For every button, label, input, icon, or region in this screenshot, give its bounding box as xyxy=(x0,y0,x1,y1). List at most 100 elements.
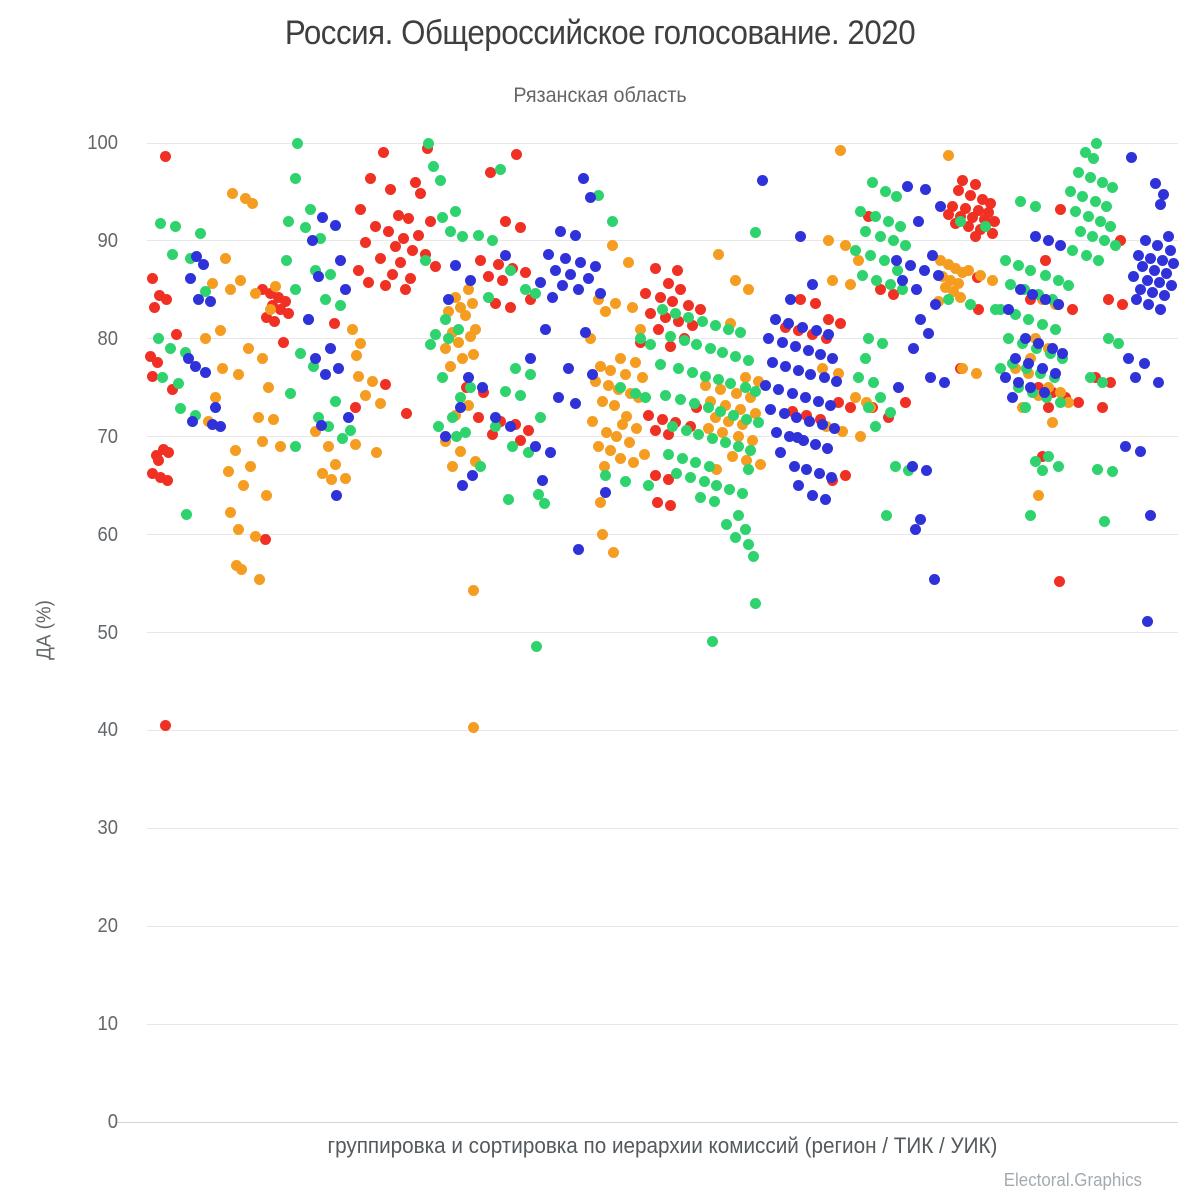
data-point-blue xyxy=(536,475,548,487)
data-point-red xyxy=(682,300,694,311)
data-point-orange xyxy=(949,262,961,274)
data-point-green xyxy=(1036,318,1048,330)
data-point-red xyxy=(146,468,158,480)
data-point-orange xyxy=(439,343,451,355)
data-point-green xyxy=(712,374,724,386)
data-point-green xyxy=(856,269,868,281)
data-point-green xyxy=(882,215,894,227)
data-point-green xyxy=(869,421,881,433)
data-point-red xyxy=(484,166,496,178)
data-point-blue xyxy=(782,317,794,329)
data-point-blue xyxy=(774,446,786,458)
data-point-orange xyxy=(852,254,864,266)
data-point-red xyxy=(504,301,516,313)
chart-subtitle: Рязанская область xyxy=(513,84,687,107)
data-point-green xyxy=(309,264,321,276)
data-point-red xyxy=(496,274,508,286)
data-point-red xyxy=(649,425,661,437)
data-point-red xyxy=(256,284,268,296)
data-point-green xyxy=(1064,186,1076,198)
data-point-orange xyxy=(986,274,998,286)
data-point-green xyxy=(280,254,292,266)
data-point-red xyxy=(649,262,661,274)
data-point-blue xyxy=(586,368,598,380)
data-point-blue xyxy=(489,411,501,423)
data-point-green xyxy=(894,220,906,232)
data-point-orange xyxy=(466,298,478,310)
x-axis-line xyxy=(117,1121,1178,1123)
data-point-orange xyxy=(256,436,268,448)
data-point-orange xyxy=(610,431,622,443)
data-point-green xyxy=(688,397,700,409)
data-point-orange xyxy=(849,392,861,404)
data-point-green xyxy=(734,327,746,339)
data-point-green xyxy=(436,372,448,384)
data-point-orange xyxy=(467,584,479,596)
data-point-orange xyxy=(596,395,608,407)
data-point-blue xyxy=(302,313,314,325)
data-point-red xyxy=(362,276,374,288)
data-point-green xyxy=(684,472,696,484)
data-point-blue xyxy=(197,258,209,270)
data-point-orange xyxy=(719,399,731,411)
data-point-red xyxy=(268,315,280,327)
data-point-orange xyxy=(267,413,279,425)
data-point-orange xyxy=(712,249,724,261)
data-point-blue xyxy=(790,411,802,423)
x-axis-label: группировка и сортировка по иерархии ком… xyxy=(327,1133,998,1158)
data-point-orange xyxy=(839,240,851,252)
data-point-green xyxy=(854,206,866,218)
data-point-blue xyxy=(928,574,940,586)
data-point-orange xyxy=(462,284,474,296)
data-point-orange xyxy=(206,278,218,290)
data-point-blue xyxy=(778,407,790,419)
data-point-blue xyxy=(1046,343,1058,355)
data-point-orange xyxy=(199,333,211,345)
y-tick-label: 80 xyxy=(97,327,118,350)
data-point-green xyxy=(964,299,976,311)
data-point-orange xyxy=(956,362,968,374)
data-point-green xyxy=(752,417,764,429)
data-point-blue xyxy=(907,343,919,355)
data-point-red xyxy=(272,292,284,304)
data-point-red xyxy=(899,396,911,408)
data-point-blue xyxy=(464,274,476,286)
data-point-orange xyxy=(854,431,866,443)
data-point-blue xyxy=(1132,250,1144,262)
y-tick-label: 70 xyxy=(97,425,118,448)
data-point-green xyxy=(289,440,301,452)
data-point-green xyxy=(514,390,526,402)
data-point-green xyxy=(289,172,301,184)
data-point-green xyxy=(169,220,181,232)
data-point-blue xyxy=(1019,333,1031,345)
data-point-orange xyxy=(592,294,604,306)
data-point-orange xyxy=(944,274,956,286)
data-point-green xyxy=(1046,294,1058,306)
data-point-green xyxy=(694,491,706,503)
data-point-blue xyxy=(316,211,328,223)
data-point-green xyxy=(682,311,694,323)
data-point-blue xyxy=(896,274,908,286)
data-point-blue xyxy=(1151,240,1163,252)
data-point-green xyxy=(1022,313,1034,325)
data-point-orange xyxy=(444,360,456,372)
data-point-green xyxy=(716,347,728,358)
data-point-red xyxy=(166,384,178,396)
data-point-orange xyxy=(942,258,954,270)
data-point-orange xyxy=(229,444,241,456)
data-point-blue xyxy=(920,465,932,477)
data-point-blue xyxy=(1014,284,1026,296)
data-point-green xyxy=(1074,225,1086,237)
data-point-red xyxy=(969,178,981,190)
gridline xyxy=(147,534,1178,536)
data-point-orange xyxy=(1032,390,1044,402)
data-point-blue xyxy=(904,259,916,271)
data-point-red xyxy=(404,272,416,284)
data-point-green xyxy=(662,448,674,460)
data-point-green xyxy=(994,362,1006,374)
data-point-orange xyxy=(456,352,468,364)
data-point-red xyxy=(154,472,166,484)
data-point-blue xyxy=(456,480,468,492)
data-point-blue xyxy=(816,419,828,431)
